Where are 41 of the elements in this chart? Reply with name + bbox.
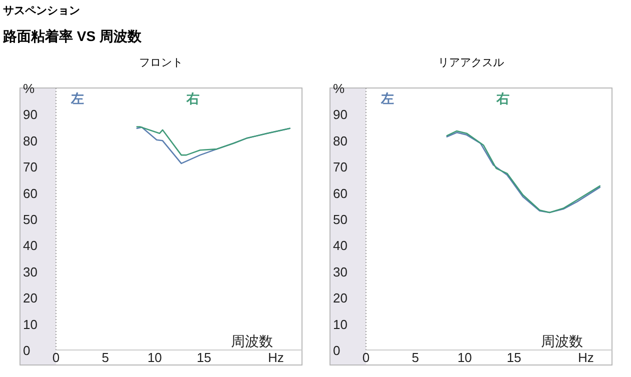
- text: 右: [185, 91, 200, 106]
- y-tick-label: 50: [23, 212, 38, 227]
- x-tick-label: 0: [52, 350, 60, 365]
- annotation: Hz: [268, 350, 284, 365]
- y-tick-label: 40: [333, 238, 348, 254]
- x-tick-label: 15: [196, 350, 212, 365]
- x-tick-label: 10: [147, 350, 162, 365]
- x-axis-title: 周波数: [541, 333, 583, 349]
- y-tick-label: 80: [23, 133, 38, 148]
- y-tick-label: 90: [333, 107, 348, 122]
- chart-title: フロント: [139, 57, 183, 69]
- chart-title: リアアクスル: [438, 57, 504, 69]
- x-tick-label: 0: [362, 350, 370, 365]
- y-tick-label: %: [333, 81, 345, 96]
- y-tick-label: 90: [23, 107, 38, 122]
- line-series: [136, 126, 291, 156]
- x-tick-label: 5: [412, 350, 419, 365]
- text: 路面粘着率 VS 周波数: [2, 28, 142, 44]
- x-tick-label: 15: [506, 350, 522, 365]
- y-tick-label: 80: [333, 133, 348, 148]
- y-tick-label: 10: [23, 316, 38, 332]
- y-tick-label: 70: [333, 160, 348, 175]
- y-tick-label: 30: [23, 264, 38, 280]
- y-tick-label: %: [23, 81, 35, 96]
- y-tick-label: 30: [333, 264, 348, 280]
- y-tick-label: 50: [333, 212, 348, 227]
- y-tick-label: 60: [333, 186, 348, 201]
- y-tick-label: 60: [23, 186, 38, 201]
- text: サスペンション: [3, 5, 80, 17]
- y-tick-label: 70: [23, 160, 38, 175]
- y-tick-label: 10: [333, 316, 348, 332]
- text: 左: [70, 91, 84, 106]
- x-tick-label: 10: [457, 350, 472, 365]
- x-axis-title: 周波数: [231, 333, 273, 349]
- x-tick-label: 5: [102, 350, 109, 365]
- annotation: Hz: [578, 350, 594, 365]
- y-tick-label: 20: [333, 290, 348, 306]
- y-tick-label: 20: [23, 290, 38, 306]
- text: 左: [380, 91, 394, 106]
- text: 右: [495, 91, 510, 106]
- y-tick-label: 40: [23, 238, 38, 254]
